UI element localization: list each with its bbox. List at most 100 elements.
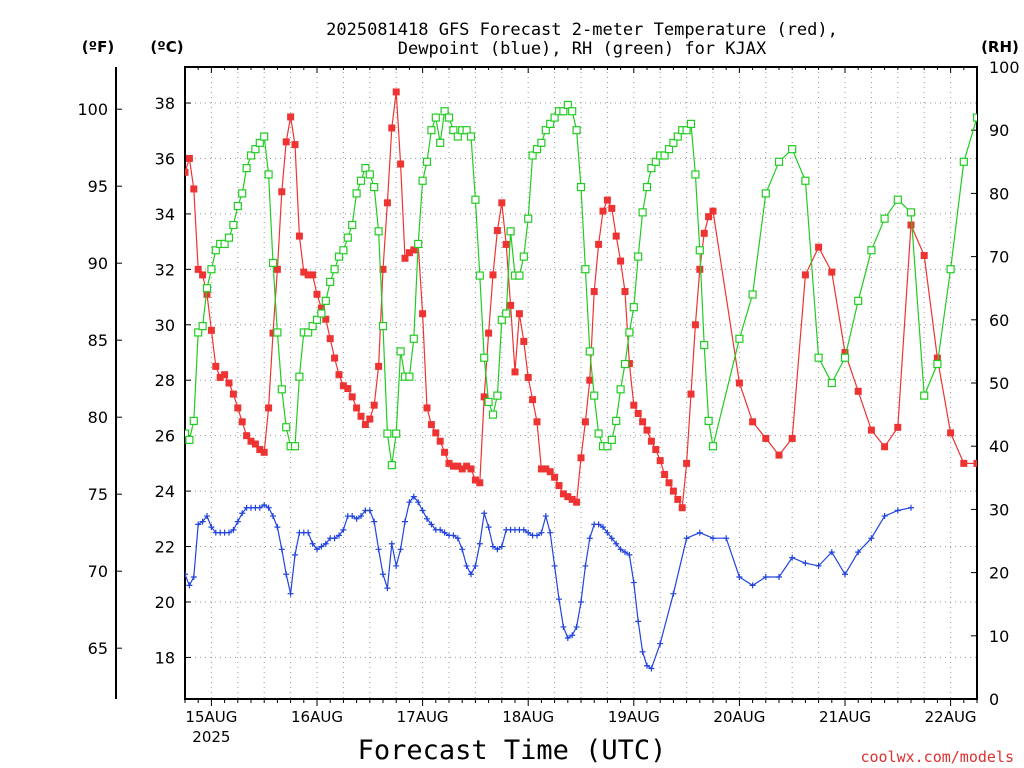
- temperature-point: [449, 462, 457, 470]
- rh-point: [827, 378, 836, 388]
- temperature-point: [595, 240, 603, 248]
- temperature-point: [471, 476, 479, 484]
- rh-point: [695, 246, 704, 255]
- fahrenheit-unit-label: (ºF): [82, 38, 114, 56]
- temperature-point: [445, 459, 453, 467]
- dewpoint-point: [380, 571, 386, 578]
- rh-point: [462, 126, 471, 135]
- rh-point: [273, 328, 282, 337]
- x-tick-label: 19AUG: [608, 708, 660, 726]
- dewpoint-point: [894, 507, 901, 514]
- dewpoint-point: [622, 549, 628, 556]
- temperature-point: [828, 268, 836, 276]
- dewpoint-point: [375, 546, 382, 553]
- dewpoint-point: [397, 546, 404, 553]
- rh-point: [326, 277, 335, 286]
- fahrenheit-tick-label: 95: [88, 177, 108, 196]
- temperature-point: [207, 326, 215, 334]
- dewpoint-point: [644, 662, 650, 669]
- rh-point: [374, 227, 383, 236]
- dewpoint-point: [828, 549, 835, 556]
- dewpoint-line: [185, 495, 912, 670]
- temperature-point: [234, 404, 242, 412]
- celsius-tick-label: 22: [155, 538, 175, 557]
- dewpoint-point: [595, 521, 602, 528]
- dewpoint-point: [322, 540, 329, 547]
- temperature-point: [458, 465, 466, 473]
- rh-tick-label: 50: [989, 374, 1009, 393]
- temperature-point: [322, 315, 330, 323]
- rh-point: [607, 435, 616, 444]
- dewpoint-point: [204, 513, 210, 520]
- temperature-point: [199, 271, 207, 279]
- temperature-point: [511, 368, 519, 376]
- rh-tick-label: 60: [989, 311, 1009, 330]
- dewpoint-point: [185, 571, 188, 578]
- rh-point: [312, 315, 322, 324]
- rh-point: [761, 189, 770, 198]
- temperature-point: [361, 421, 369, 429]
- dewpoint-point: [309, 540, 316, 547]
- rh-point: [268, 258, 278, 268]
- rh-point: [233, 201, 242, 211]
- celsius-tick-label: 28: [155, 371, 175, 390]
- rh-tick-label: 100: [989, 58, 1020, 77]
- dewpoint-point: [195, 521, 202, 528]
- temperature-point: [326, 335, 334, 343]
- rh-point: [959, 157, 968, 166]
- dewpoint-point: [371, 518, 378, 525]
- x-axis-label: Forecast Time (UTC): [358, 735, 667, 766]
- temperature-point: [366, 415, 374, 423]
- dewpoint-point: [402, 518, 408, 525]
- temperature-point: [256, 446, 264, 454]
- dewpoint-point: [485, 524, 492, 531]
- dewpoint-point: [498, 543, 505, 550]
- temperature-point: [502, 240, 510, 248]
- rh-point: [436, 138, 445, 147]
- rh-point: [356, 176, 366, 185]
- rh-point: [840, 353, 850, 362]
- temperature-point: [867, 426, 875, 434]
- dewpoint-point: [459, 546, 466, 553]
- celsius-tick-label: 32: [155, 260, 175, 279]
- rh-point: [229, 220, 238, 230]
- dewpoint-point: [230, 526, 237, 533]
- rh-point: [422, 157, 432, 166]
- temperature-point: [647, 437, 655, 445]
- fahrenheit-tick-label: 70: [88, 562, 108, 581]
- temperature-point: [480, 393, 488, 401]
- rh-point: [418, 176, 427, 185]
- temperature-point: [348, 393, 356, 401]
- temperature-point: [287, 113, 295, 121]
- temperature-point: [401, 254, 409, 262]
- temperature-point: [309, 271, 317, 279]
- dewpoint-point: [490, 543, 496, 550]
- rh-point: [788, 145, 797, 154]
- rh-point: [594, 429, 603, 438]
- rh-point: [238, 189, 247, 198]
- temperature-point: [687, 390, 695, 398]
- temperature-series: [185, 88, 977, 512]
- dewpoint-point: [868, 535, 875, 542]
- dewpoint-point: [670, 590, 677, 597]
- temperature-point: [485, 329, 493, 337]
- temperature-point: [700, 229, 708, 237]
- data-series: [185, 88, 977, 672]
- celsius-tick-label: 34: [155, 205, 175, 224]
- rh-point: [625, 328, 634, 337]
- rh-point: [634, 252, 643, 261]
- rh-point: [647, 164, 656, 173]
- dewpoint-point: [626, 551, 633, 558]
- dewpoint-point: [305, 529, 312, 536]
- rh-point: [814, 353, 823, 362]
- temperature-point: [375, 362, 383, 370]
- dewpoint-point: [472, 562, 479, 569]
- dewpoint-point: [617, 546, 624, 553]
- dewpoint-point: [648, 665, 655, 672]
- temperature-point: [493, 227, 501, 235]
- rh-point: [370, 182, 379, 192]
- temperature-point: [383, 199, 391, 207]
- rh-point: [585, 347, 594, 356]
- rh-point: [537, 138, 546, 147]
